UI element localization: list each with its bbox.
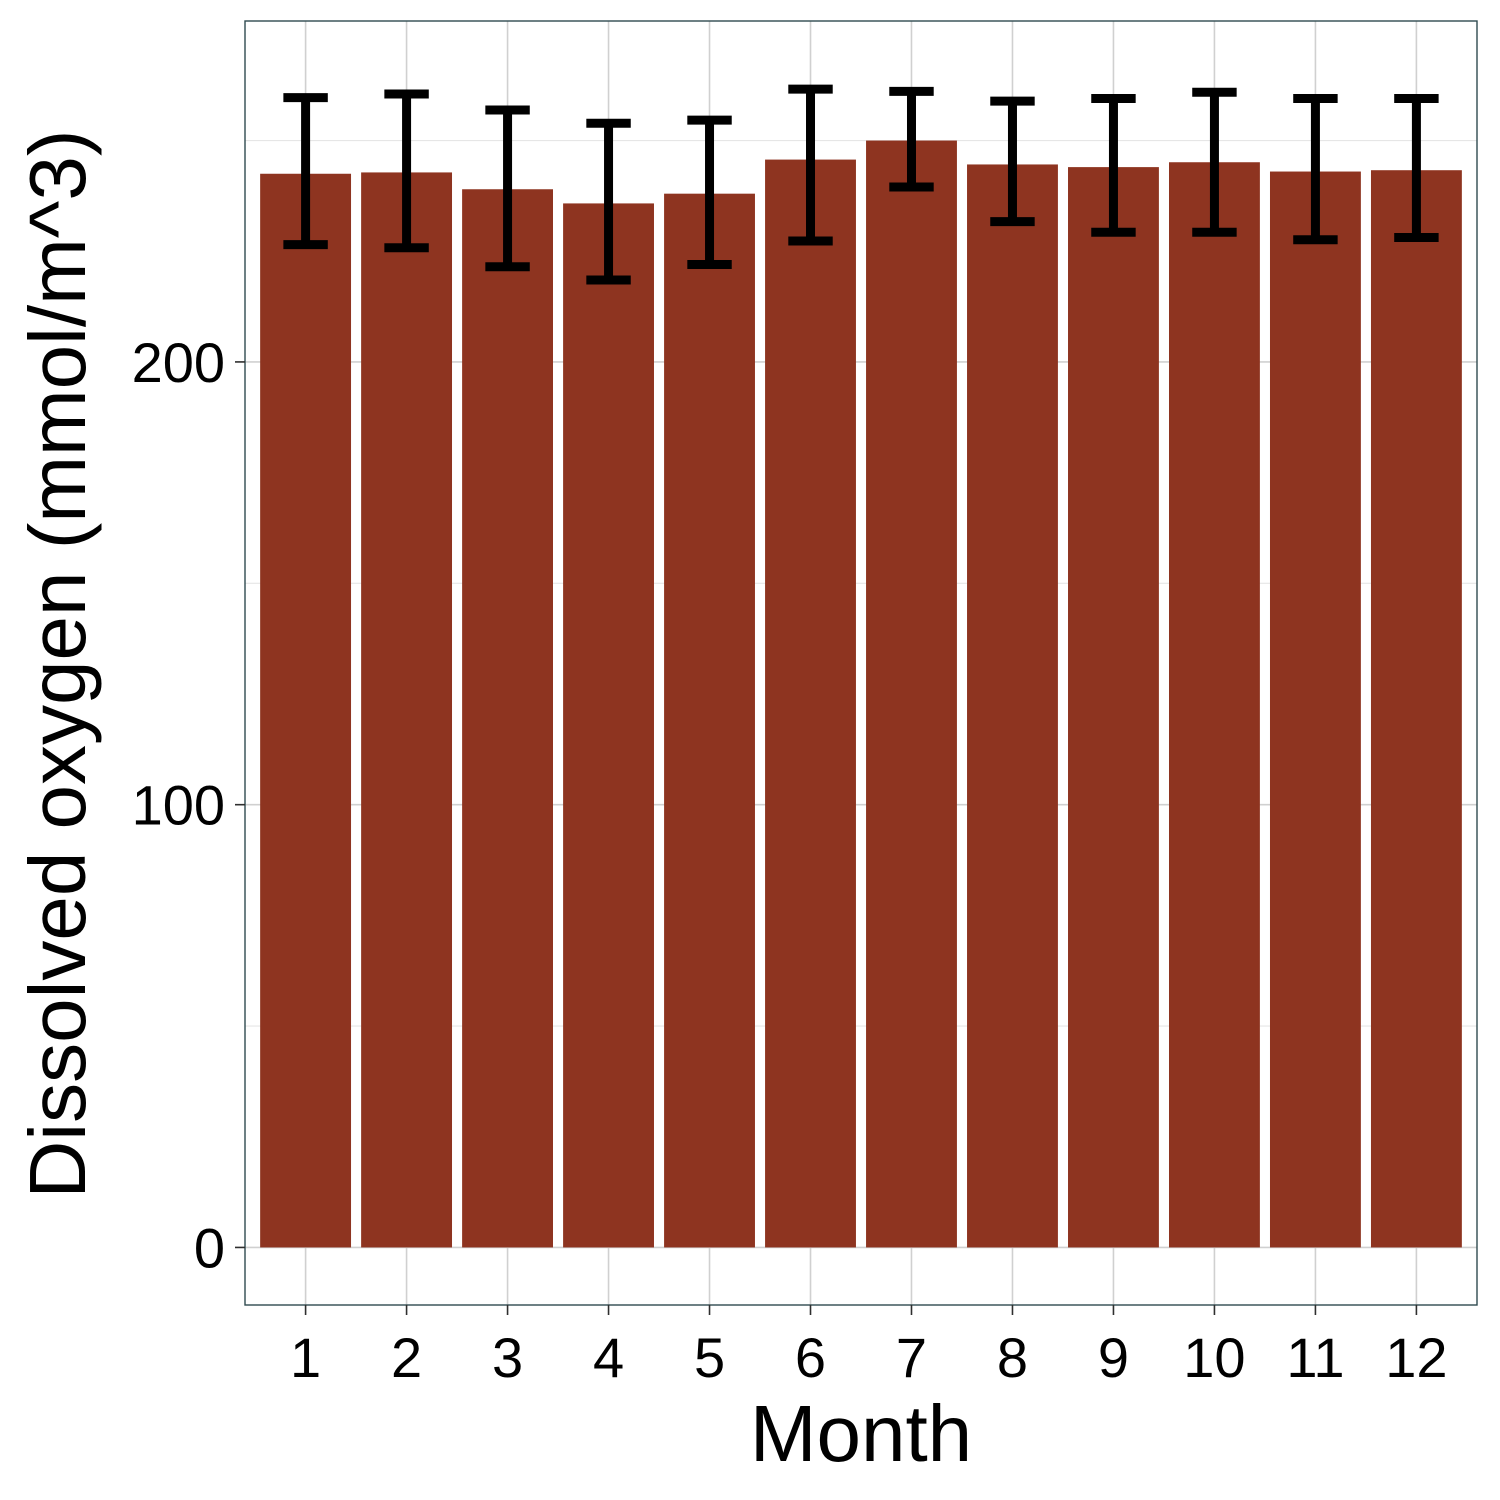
error-bar bbox=[283, 93, 328, 250]
y-tick-label: 200 bbox=[132, 331, 225, 394]
x-tick-label: 11 bbox=[1286, 1326, 1344, 1389]
x-tick-label: 9 bbox=[1098, 1326, 1129, 1389]
x-tick-label: 8 bbox=[997, 1326, 1028, 1389]
error-bar bbox=[384, 89, 429, 253]
y-tick-label: 100 bbox=[132, 774, 225, 837]
error-bar bbox=[889, 86, 934, 192]
y-axis-title: Dissolved oxygen (mmol/m^3) bbox=[13, 130, 102, 1199]
bar bbox=[765, 159, 856, 1248]
x-tick-label: 10 bbox=[1183, 1326, 1245, 1389]
error-bar bbox=[485, 105, 530, 272]
x-tick-label: 7 bbox=[896, 1326, 927, 1389]
bar bbox=[361, 172, 453, 1248]
x-tick-label: 5 bbox=[694, 1326, 725, 1389]
error-bar bbox=[687, 115, 732, 270]
y-tick-label: 0 bbox=[194, 1216, 225, 1279]
x-axis-ticks: 1 2 3 4 5 6 7 8 9 10 11 12 bbox=[290, 1305, 1448, 1389]
x-tick-label: 12 bbox=[1385, 1326, 1447, 1389]
bar bbox=[664, 193, 755, 1248]
bar bbox=[260, 173, 352, 1248]
x-tick-label: 1 bbox=[290, 1326, 321, 1389]
error-bar bbox=[1293, 93, 1338, 245]
error-bar bbox=[1394, 93, 1439, 243]
x-tick-label: 6 bbox=[795, 1326, 826, 1389]
error-bar bbox=[1091, 93, 1136, 237]
bar bbox=[462, 189, 553, 1248]
bar bbox=[563, 203, 654, 1248]
x-tick-label: 2 bbox=[391, 1326, 422, 1389]
bar bbox=[1269, 171, 1361, 1248]
bar bbox=[967, 164, 1058, 1248]
error-bar bbox=[788, 84, 833, 246]
bar bbox=[1068, 167, 1159, 1248]
x-tick-label: 4 bbox=[593, 1326, 624, 1389]
x-axis-title: Month bbox=[750, 1389, 972, 1478]
bar bbox=[1169, 162, 1260, 1248]
bar bbox=[866, 140, 957, 1248]
error-bar bbox=[1192, 87, 1237, 237]
plot-panel-border bbox=[244, 20, 1478, 1306]
bar bbox=[1370, 170, 1462, 1248]
y-axis-ticks: 0 100 200 bbox=[132, 331, 245, 1279]
bars bbox=[260, 140, 1462, 1248]
error-bars bbox=[283, 84, 1439, 285]
x-tick-label: 3 bbox=[492, 1326, 523, 1389]
error-bar bbox=[586, 118, 631, 285]
error-bar bbox=[990, 96, 1035, 227]
